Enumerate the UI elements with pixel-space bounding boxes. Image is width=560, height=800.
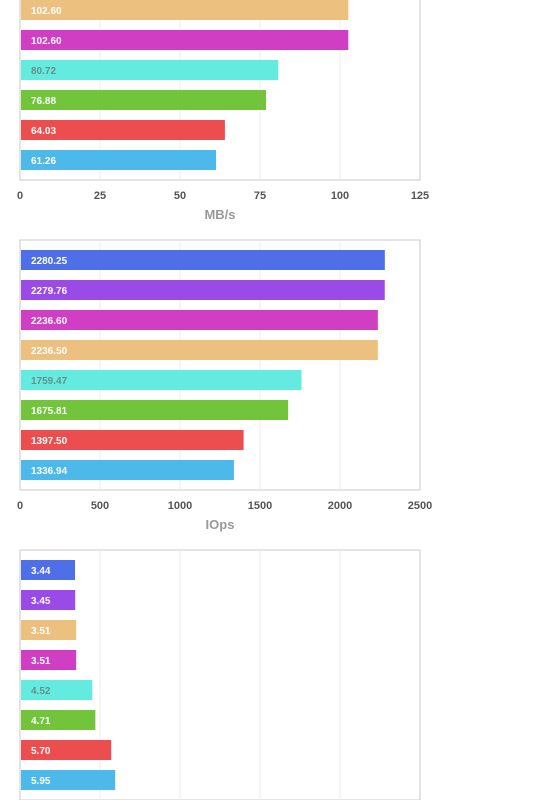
x-tick-label: 100 — [331, 190, 349, 202]
bar-value-label: 3.45 — [31, 596, 51, 607]
bar-value-label: 76.88 — [31, 96, 56, 107]
x-axis-title: IOps — [206, 517, 235, 532]
bar-value-label: 102.60 — [31, 6, 62, 17]
bar-value-label: 1397.50 — [31, 436, 68, 447]
bar-value-label: 1759.47 — [31, 376, 68, 387]
bar-value-label: 4.71 — [31, 716, 51, 727]
plot-area — [19, 239, 421, 491]
bar-value-label: 61.26 — [31, 156, 56, 167]
bar — [21, 340, 378, 360]
plot-area — [19, 549, 421, 800]
bar-value-label: 5.95 — [31, 776, 51, 787]
bar — [21, 370, 302, 390]
bar — [21, 250, 385, 270]
bar — [21, 60, 279, 80]
bar — [21, 620, 77, 640]
bar — [21, 650, 77, 670]
x-tick-label: 500 — [91, 500, 109, 512]
x-tick-label: 2500 — [408, 500, 432, 512]
bar-value-label: 3.51 — [31, 656, 51, 667]
x-tick-label: 75 — [254, 190, 266, 202]
bar — [21, 150, 217, 170]
bar-value-label: 2236.60 — [31, 316, 68, 327]
bar-value-label: 1675.81 — [31, 406, 68, 417]
bar-value-label: 102.60 — [31, 36, 62, 47]
bar — [21, 280, 385, 300]
x-tick-label: 25 — [94, 190, 106, 202]
bar-value-label: 1336.94 — [31, 466, 68, 477]
chart-panel-1: 102.60 102.60 80.72 76.88 64.03 61.26 0 25 50 75 1… — [17, 0, 429, 222]
bar — [21, 680, 93, 700]
bar-value-label: 3.44 — [31, 566, 51, 577]
bar — [21, 30, 349, 50]
bar-value-label: 3.51 — [31, 626, 51, 637]
x-tick-label: 1000 — [168, 500, 192, 512]
x-tick-label: 125 — [411, 190, 429, 202]
bar — [21, 590, 76, 610]
bar — [21, 740, 112, 760]
bar — [21, 460, 234, 480]
chart-panel-2: 2280.25 2279.76 2236.60 2236.50 1759.47 1675.… — [17, 239, 432, 532]
bar — [21, 430, 244, 450]
bar — [21, 710, 96, 730]
bar-value-label: 5.70 — [31, 746, 51, 757]
bar-value-label: 4.52 — [31, 686, 51, 697]
x-tick-label: 1500 — [248, 500, 272, 512]
bar-value-label: 64.03 — [31, 126, 56, 137]
x-axis-title: MB/s — [204, 207, 235, 222]
bar — [21, 0, 349, 20]
bar — [21, 560, 76, 580]
bar — [21, 90, 267, 110]
chart-panel-3: 3.44 3.45 3.51 3.51 4.52 4.71 5.70 5.95 — [19, 549, 421, 800]
x-tick-label: 0 — [17, 500, 23, 512]
bar — [21, 400, 289, 420]
bar — [21, 310, 378, 330]
bar-value-label: 2236.50 — [31, 346, 68, 357]
bar-value-label: 2280.25 — [31, 256, 68, 267]
bar — [21, 120, 225, 140]
x-tick-label: 50 — [174, 190, 186, 202]
bar — [21, 770, 116, 790]
x-tick-label: 2000 — [328, 500, 352, 512]
bar-value-label: 80.72 — [31, 66, 56, 77]
bar-value-label: 2279.76 — [31, 286, 68, 297]
x-tick-label: 0 — [17, 190, 23, 202]
